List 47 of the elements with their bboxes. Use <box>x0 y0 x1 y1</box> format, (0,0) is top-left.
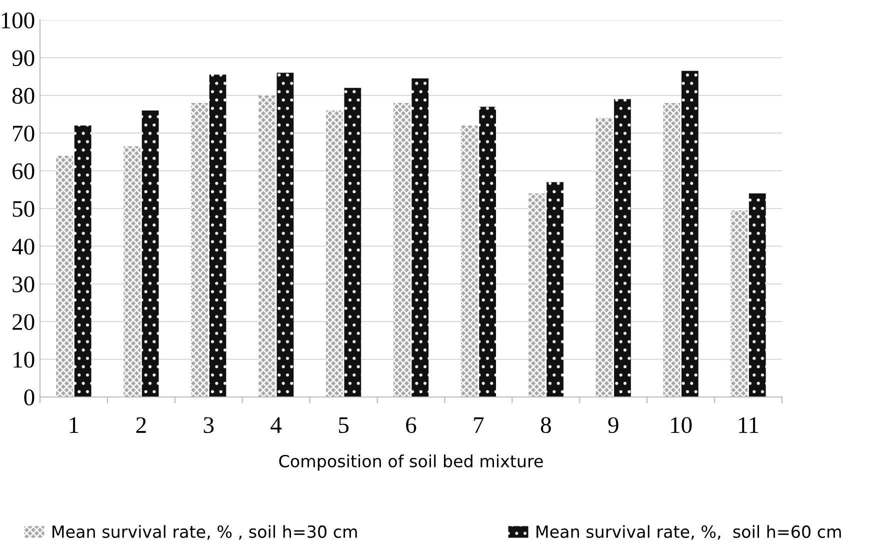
bar <box>546 182 564 397</box>
x-tick-label: 9 <box>608 417 618 434</box>
x-tick-label: 1 <box>70 417 78 433</box>
y-tick-label: 100 <box>2 12 34 28</box>
legend-label: Mean survival rate, %, soil h=60 cm <box>536 525 841 540</box>
y-tick-label: 80 <box>12 88 34 104</box>
x-tick-label: 4 <box>270 417 282 433</box>
y-tick-label: 70 <box>13 126 34 142</box>
bar <box>528 193 546 397</box>
bar <box>344 88 362 397</box>
y-tick-label: 10 <box>14 352 34 368</box>
bar <box>209 74 226 397</box>
y-tick-label: 90 <box>12 50 34 66</box>
bar <box>479 106 496 397</box>
x-tick-label: 11 <box>738 417 758 433</box>
y-tick-label: 40 <box>12 238 34 255</box>
bar <box>460 126 478 397</box>
bar <box>412 78 429 397</box>
bar <box>614 99 631 397</box>
x-tick-label: 6 <box>406 417 416 434</box>
y-tick-label: 0 <box>24 389 34 406</box>
y-tick-label: 30 <box>12 276 34 292</box>
legend-label: Mean survival rate, % , soil h=30 cm <box>52 525 357 540</box>
bar <box>393 102 410 397</box>
y-tick-label: 20 <box>12 314 34 330</box>
x-tick-label: 8 <box>540 417 551 434</box>
bar <box>56 156 74 397</box>
y-tick-label: 50 <box>12 200 34 217</box>
bar <box>663 102 680 397</box>
x-tick-label: 2 <box>136 417 146 433</box>
bar <box>596 118 613 397</box>
x-tick-label: 5 <box>339 417 349 434</box>
bar <box>276 72 294 397</box>
bar <box>74 126 92 397</box>
bar <box>258 95 276 397</box>
x-tick-label: 7 <box>474 417 484 433</box>
x-tick-label: 10 <box>671 417 692 434</box>
bar <box>191 102 208 397</box>
bar <box>748 193 766 397</box>
bar <box>142 110 159 397</box>
bar <box>730 210 748 397</box>
x-tick-label: 3 <box>204 417 214 434</box>
bar <box>326 110 343 397</box>
y-tick-label: 60 <box>12 163 34 180</box>
x-axis-title: Composition of soil bed mixture <box>279 454 543 471</box>
bar <box>681 70 698 397</box>
bar <box>124 146 141 397</box>
